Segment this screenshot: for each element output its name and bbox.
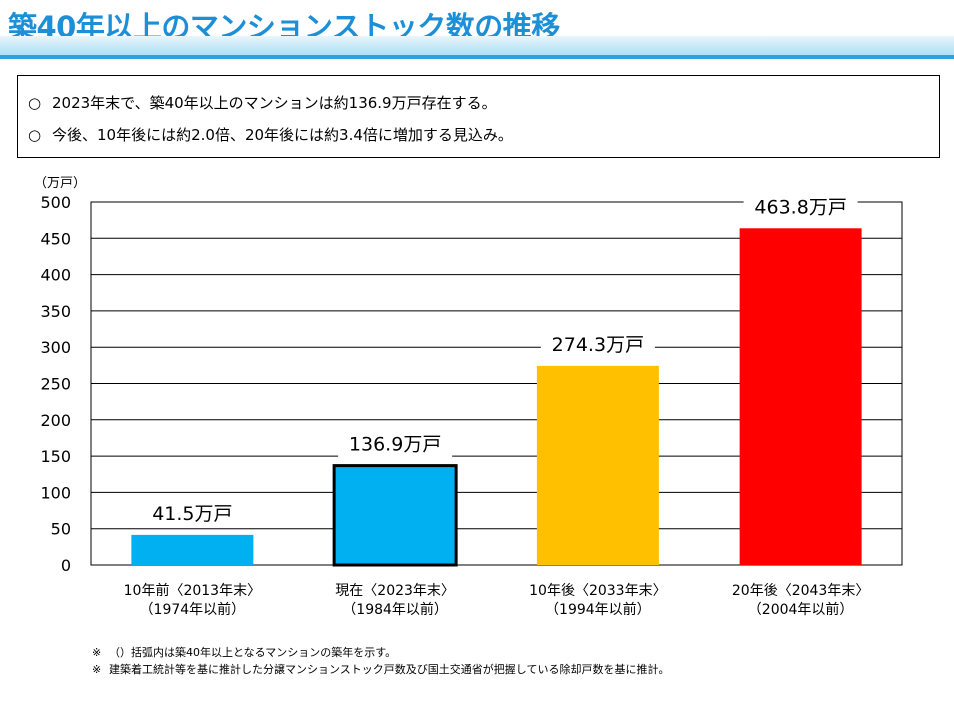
x-category-label: （1984年以前） [342, 601, 448, 618]
title-band [0, 36, 954, 58]
data-label-bg [338, 427, 453, 458]
plot-frame [90, 201, 903, 566]
title-rule [0, 55, 954, 59]
y-axis-unit: （万戸） [34, 176, 86, 191]
summary-text-1: 2023年末で、築40年以上のマンションは約136.9万戸存在する。 [52, 94, 497, 112]
x-category-label: （1974年以前） [140, 601, 246, 618]
x-category-label: （2004年以前） [748, 601, 854, 618]
data-label: 136.9万戸 [349, 434, 441, 456]
bar [536, 365, 659, 565]
y-tick-label: 50 [51, 520, 71, 539]
y-tick-label: 300 [40, 338, 71, 357]
summary-text-2: 今後、10年後には約2.0倍、20年後には約3.4倍に増加する見込み。 [52, 126, 513, 144]
x-category-label: 現在〈2023年末〉 [335, 583, 455, 599]
y-tick-label: 250 [40, 375, 71, 394]
footnote-1: ※ （）括弧内は築40年以上となるマンションの築年を示す。 [92, 644, 396, 660]
bar-chart: 0 50 100 150 200 250 300 350 400 450 500 （万戸） 41.5万戸… [34, 176, 903, 618]
summary-box: ○ 2023年末で、築40年以上のマンションは約136.9万戸存在する。 ○ 今後、… [17, 75, 940, 158]
x-category-label: 10年後〈2033年末〉 [529, 583, 666, 599]
y-tick-label: 200 [40, 411, 71, 430]
y-tick-label: 400 [40, 266, 71, 285]
bar [739, 228, 862, 566]
bar [332, 464, 458, 567]
summary-line-2: ○ 今後、10年後には約2.0倍、20年後には約3.4倍に増加する見込み。 [28, 124, 513, 145]
bullet-circle: ○ [28, 126, 42, 144]
data-label-bg [743, 190, 858, 221]
bullet-circle: ○ [28, 94, 42, 112]
x-category-label: 10年前〈2013年末〉 [124, 582, 261, 599]
y-tick-label: 150 [40, 447, 71, 466]
note-mark: ※ [92, 646, 102, 659]
data-label: 463.8万戸 [754, 196, 846, 218]
x-category-label: 20年後〈2043年末〉 [732, 583, 869, 599]
footnote-2: ※ 建築着工統計等を基に推計した分譲マンションストック戸数及び国土交通省が把握して… [92, 661, 669, 677]
note-mark: ※ [92, 663, 102, 676]
data-label-bg [135, 496, 250, 527]
bar [131, 534, 254, 565]
data-label: 41.5万戸 [152, 503, 232, 525]
data-label-bg [540, 327, 655, 358]
y-tick-label: 0 [61, 556, 71, 575]
summary-line-1: ○ 2023年末で、築40年以上のマンションは約136.9万戸存在する。 [28, 92, 497, 113]
y-tick-label: 100 [40, 483, 71, 502]
y-tick-label: 350 [40, 302, 71, 321]
note-text: 建築着工統計等を基に推計した分譲マンションストック戸数及び国土交通省が把握してい… [109, 663, 670, 676]
note-text: （）括弧内は築40年以上となるマンションの築年を示す。 [109, 646, 397, 659]
y-tick-label: 500 [40, 193, 71, 212]
data-label: 274.3万戸 [552, 334, 644, 356]
y-tick-label: 450 [40, 229, 71, 248]
x-category-label: （1994年以前） [545, 601, 651, 618]
